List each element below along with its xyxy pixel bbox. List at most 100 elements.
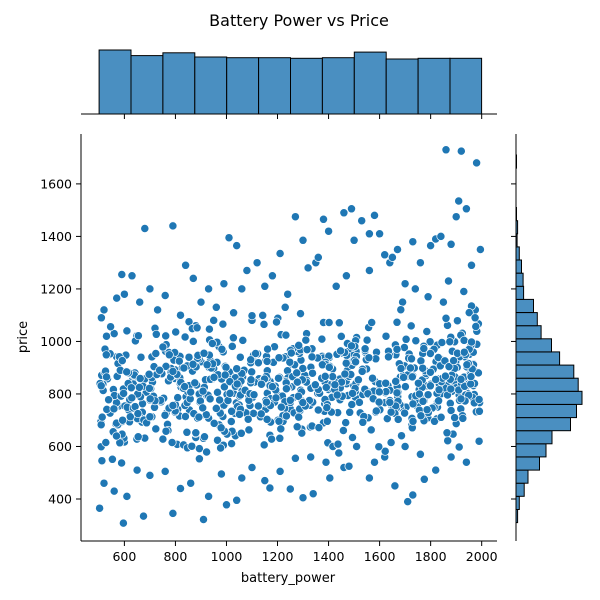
scatter-point xyxy=(367,318,377,327)
scatter-point xyxy=(308,368,317,378)
scatter-point xyxy=(308,489,318,499)
scatter-point xyxy=(449,356,459,366)
x-tick-label: 1600 xyxy=(364,549,396,564)
scatter-point xyxy=(398,297,408,307)
scatter-point xyxy=(446,406,456,415)
x-hist-bar xyxy=(194,56,228,115)
y-hist-bar xyxy=(515,430,553,445)
y-hist-bar xyxy=(515,390,583,405)
scatter-point xyxy=(310,380,320,390)
scatter-point xyxy=(393,414,403,424)
scatter-point xyxy=(198,403,208,413)
scatter-point xyxy=(227,439,237,449)
scatter-point xyxy=(434,385,444,395)
scatter-point xyxy=(209,418,219,428)
scatter-point xyxy=(117,356,127,366)
scatter-point xyxy=(422,327,432,336)
scatter-point xyxy=(390,481,400,491)
scatter-point xyxy=(347,204,356,214)
scatter-point xyxy=(200,432,209,442)
scatter-point xyxy=(397,431,406,441)
scatter-point xyxy=(232,379,242,389)
y-tick-label: 1000 xyxy=(40,334,72,349)
scatter-point xyxy=(381,378,391,388)
scatter-point xyxy=(164,350,174,360)
scatter-point xyxy=(182,427,192,437)
scatter-point xyxy=(459,335,469,345)
scatter-point xyxy=(333,439,343,449)
scatter-point xyxy=(259,319,269,329)
y-hist-bar xyxy=(515,259,522,274)
scatter-point xyxy=(267,382,277,392)
scatter-point xyxy=(260,476,270,486)
scatter-point xyxy=(125,412,135,422)
scatter-point xyxy=(204,284,214,294)
scatter-point xyxy=(474,406,484,416)
scatter-point xyxy=(246,355,256,365)
scatter-point xyxy=(139,511,148,521)
scatter-point xyxy=(263,344,273,354)
scatter-point xyxy=(160,466,170,476)
scatter-point xyxy=(160,291,170,300)
scatter-point xyxy=(375,229,385,239)
scatter-point xyxy=(441,313,451,323)
scatter-point xyxy=(211,302,221,312)
scatter-point xyxy=(232,495,242,505)
scatter-point xyxy=(370,210,379,220)
x-tick-label: 1000 xyxy=(211,549,243,564)
scatter-point xyxy=(256,379,266,389)
scatter-point xyxy=(227,341,237,351)
scatter-point xyxy=(126,383,136,393)
scatter-point xyxy=(434,396,444,406)
scatter-point xyxy=(352,442,362,451)
scatter-point xyxy=(95,503,105,513)
scatter-point xyxy=(336,346,346,356)
scatter-point xyxy=(407,354,416,364)
scatter-point xyxy=(135,374,145,383)
scatter-point xyxy=(112,431,121,441)
y-tick-label: 1400 xyxy=(40,229,72,244)
x-axis-ticks: 600 800 1000 1200 1400 1600 1800 2000 xyxy=(112,114,498,564)
scatter-point xyxy=(188,273,198,283)
y-hist-bar xyxy=(515,469,529,484)
scatter-point xyxy=(96,313,106,323)
scatter-point xyxy=(102,372,111,382)
scatter-point xyxy=(334,318,344,328)
scatter-point xyxy=(400,442,410,451)
scatter-point xyxy=(446,239,456,249)
scatter-point xyxy=(461,457,471,467)
scatter-point xyxy=(251,349,261,358)
scatter-point xyxy=(258,310,268,320)
scatter-point xyxy=(205,394,215,404)
scatter-point xyxy=(467,337,476,347)
scatter-point xyxy=(459,287,469,296)
scatter-point xyxy=(357,366,367,376)
scatter-point xyxy=(338,426,348,435)
scatter-point xyxy=(423,390,433,400)
scatter-point xyxy=(232,241,242,251)
scatter-point xyxy=(274,416,284,426)
scatter-point xyxy=(191,428,201,438)
x-hist-bar xyxy=(321,57,355,115)
scatter-point xyxy=(109,486,119,496)
scatter-point xyxy=(127,393,137,403)
scatter-point xyxy=(364,229,374,239)
scatter-point xyxy=(285,395,295,405)
y-hist-bar xyxy=(515,364,575,379)
chart-title: Battery Power vs Price xyxy=(209,11,389,30)
scatter-point xyxy=(285,357,295,367)
scatter-point xyxy=(292,377,302,387)
y-hist-bar xyxy=(515,285,525,300)
scatter-point xyxy=(188,336,198,346)
x-hist-bar xyxy=(130,55,164,115)
scatter-point xyxy=(196,297,206,307)
scatter-point xyxy=(216,423,226,433)
scatter-point xyxy=(145,412,155,422)
scatter-point xyxy=(321,457,331,467)
scatter-point xyxy=(244,425,254,435)
scatter-point xyxy=(96,420,106,430)
scatter-point xyxy=(155,365,165,375)
scatter-point xyxy=(415,258,425,268)
scatter-point xyxy=(235,409,244,419)
scatter-point xyxy=(275,249,285,258)
